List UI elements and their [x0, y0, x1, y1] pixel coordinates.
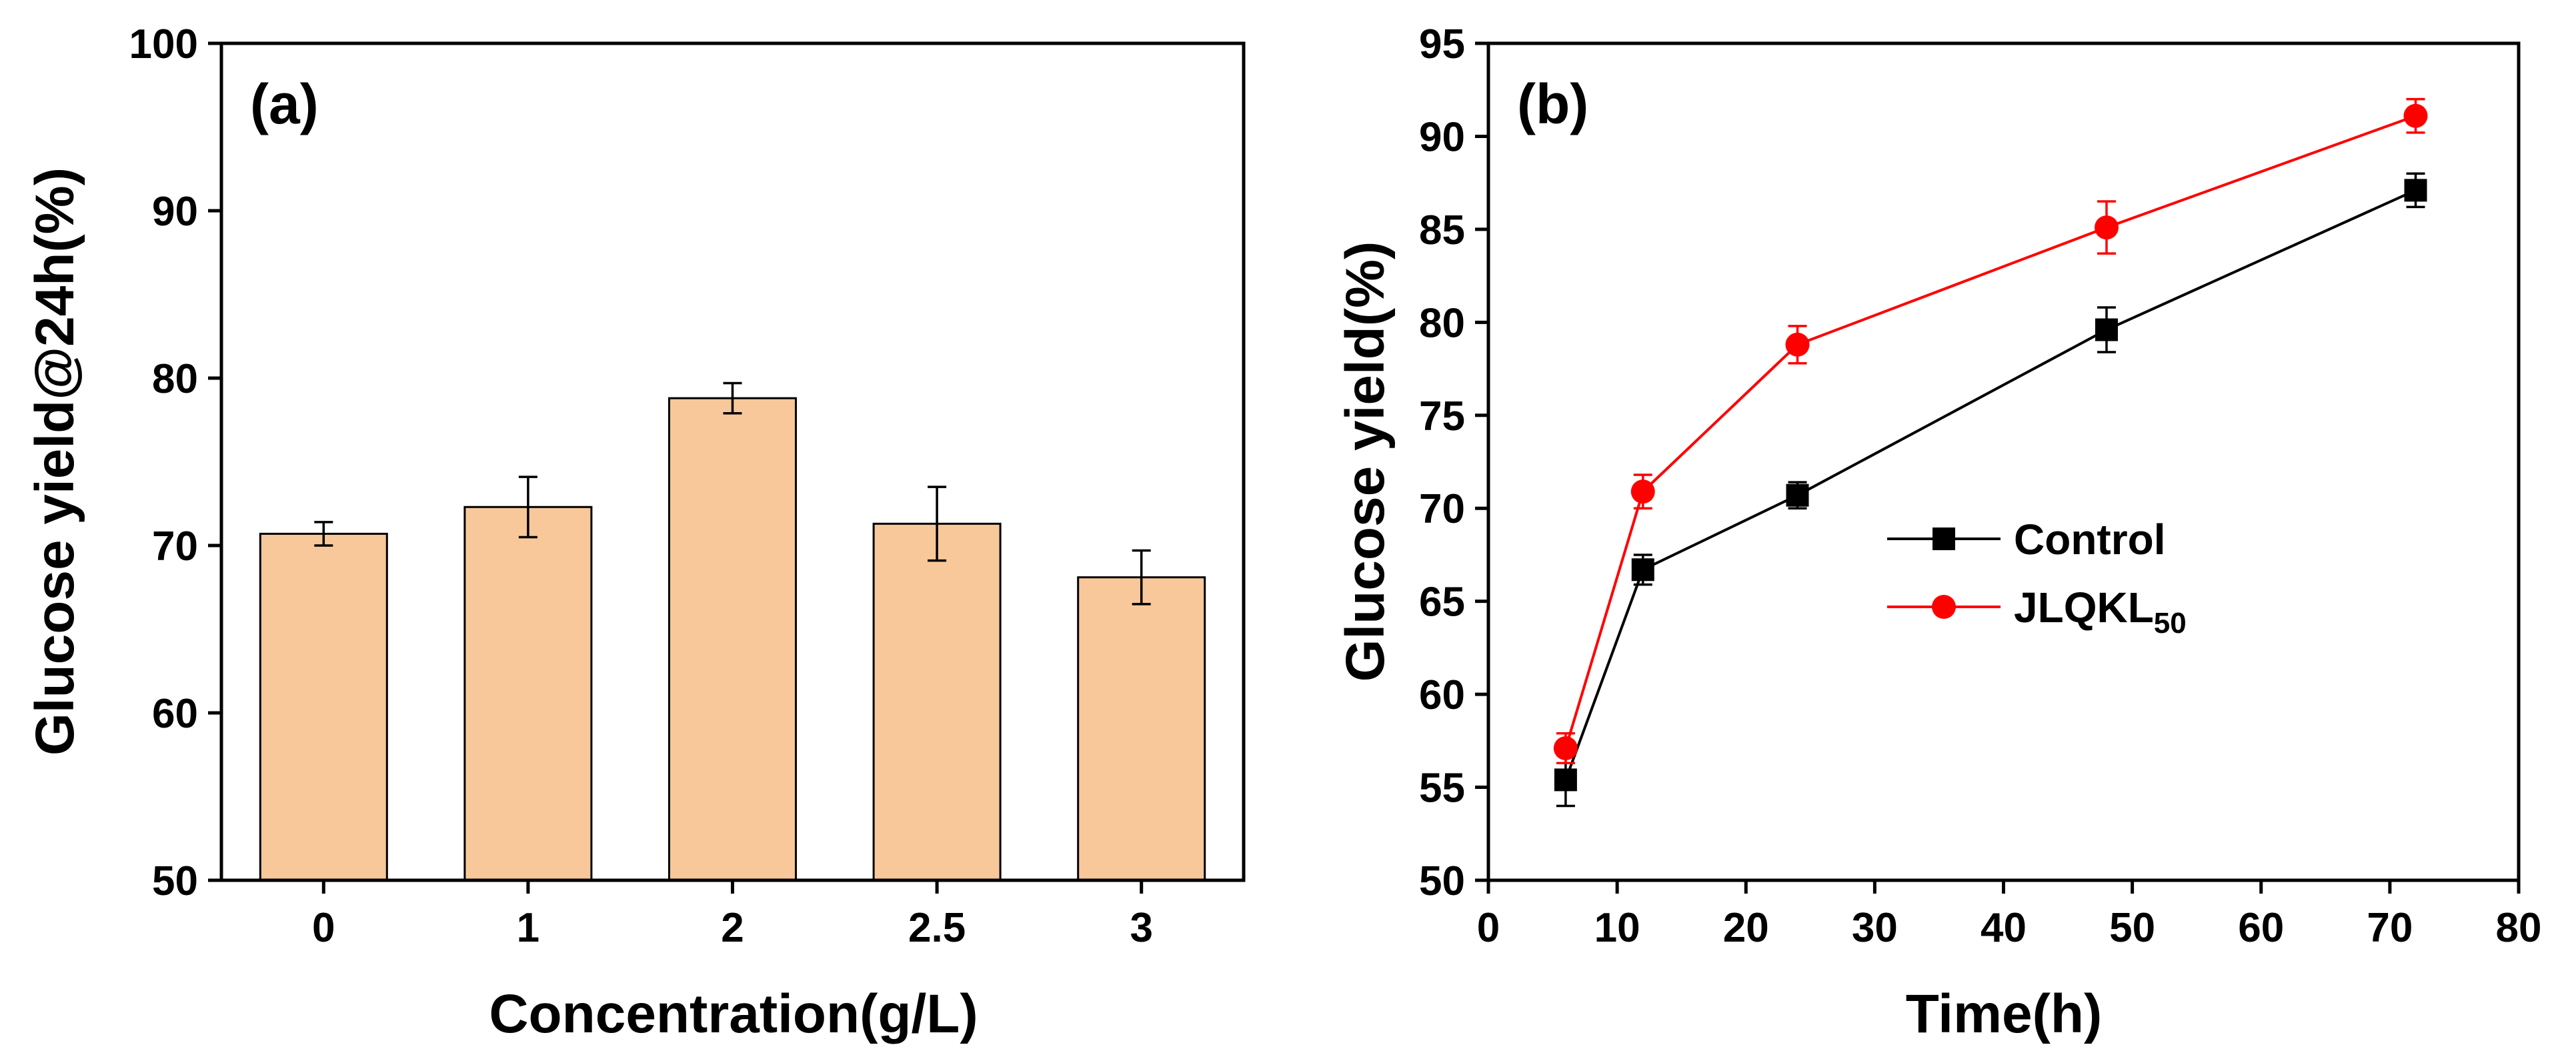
legend-jlqkl50-subscript: 50	[2154, 607, 2187, 640]
panel-a-y-ticks: 50 60 70 80 90 100	[129, 21, 221, 904]
legend-control-label: Control	[2014, 515, 2166, 564]
panel-b-y-tick-label: 65	[1419, 580, 1465, 626]
panel-a-y-tick-label: 50	[152, 858, 198, 904]
bar-2.5	[872, 522, 1002, 882]
data-point-control	[1631, 558, 1654, 582]
bar-2	[668, 397, 797, 882]
panel-b-y-tick-label: 75	[1419, 393, 1465, 439]
panel-b-x-tick-label: 0	[1477, 905, 1500, 951]
panel-b-y-tick-label: 80	[1419, 300, 1465, 346]
panel-b-y-tick-label: 95	[1419, 21, 1465, 67]
panel-b-legend: Control JLQKL50	[1887, 515, 2187, 640]
legend-control-marker	[1933, 527, 1955, 550]
panel-b-y-tick-label: 55	[1419, 766, 1465, 812]
legend-entry-control: Control	[1887, 515, 2166, 564]
panel-b-y-tick-label: 85	[1419, 207, 1465, 253]
panel-a-x-tick-label: 3	[1130, 905, 1152, 951]
panel-b-x-tick-label: 20	[1723, 905, 1769, 951]
data-point-jlqkl50	[1785, 332, 1810, 357]
panel-b-x-tick-label: 10	[1594, 905, 1640, 951]
legend-jlqkl50-label: JLQKL50	[2014, 584, 2187, 640]
series-control	[1554, 172, 2427, 808]
panel-a-y-tick-label: 60	[152, 691, 198, 737]
panel-b-y-tick-label: 50	[1419, 858, 1465, 904]
panel-b-x-tick-label: 80	[2496, 905, 2542, 951]
panel-b-plot-frame	[1486, 41, 2521, 882]
series-line-jlqkl50	[1564, 114, 2417, 749]
panel-a-x-tick-label: 0	[312, 905, 335, 951]
data-point-jlqkl50	[1553, 736, 1578, 760]
bar-1	[463, 505, 593, 882]
panel-a-bars	[259, 397, 1206, 882]
panel-a-y-tick-label: 70	[152, 523, 198, 570]
panel-a-x-tick-label: 1	[517, 905, 539, 951]
data-point-jlqkl50	[2403, 103, 2428, 128]
panel-b-x-axis-title: Time(h)	[1906, 984, 2103, 1044]
panel-b-x-tick-label: 50	[2109, 905, 2155, 951]
bar-3	[1077, 576, 1206, 882]
panel-b-y-tick-label: 70	[1419, 486, 1465, 532]
panel-b-y-tick-label: 90	[1419, 114, 1465, 160]
panel-b-y-ticks: 50 55 60 65 70 75 80 85 90 95	[1419, 21, 1488, 904]
panel-a-error-bars	[314, 381, 1151, 606]
panel-b-x-ticks: 0 10 20 30 40 50 60 70 80	[1477, 880, 2542, 951]
data-point-control	[1554, 768, 1577, 792]
data-point-control	[2404, 179, 2427, 202]
bar-0	[259, 532, 388, 882]
panel-a-label: (a)	[250, 73, 319, 135]
panel-a-x-axis-title: Concentration(g/L)	[489, 984, 978, 1044]
series-line-control	[1564, 189, 2417, 781]
panel-b-x-tick-label: 40	[1981, 905, 2027, 951]
panel-b-x-tick-label: 70	[2367, 905, 2413, 951]
data-point-control	[1786, 483, 1809, 507]
panel-a-y-tick-label: 100	[129, 21, 198, 67]
panel-a-x-tick-label: 2	[721, 905, 744, 951]
panel-b-y-tick-label: 60	[1419, 672, 1465, 718]
panel-a-y-tick-label: 90	[152, 189, 198, 235]
data-point-control	[2095, 318, 2118, 341]
series-jlqkl50	[1553, 97, 2428, 765]
panel-b-series	[1553, 97, 2428, 808]
panel-a-x-ticks: 0 1 2 2.5 3	[312, 880, 1153, 951]
legend-entry-jlqkl50: JLQKL50	[1887, 584, 2187, 640]
legend-jlqkl50-main: JLQKL	[2014, 584, 2154, 632]
panel-b-x-tick-label: 30	[1852, 905, 1898, 951]
panel-a-x-tick-label: 2.5	[908, 905, 966, 951]
panel-b-label: (b)	[1517, 73, 1588, 135]
legend-jlqkl50-marker	[1932, 595, 1956, 619]
panel-b-y-axis-title: Glucose yield(%)	[1335, 241, 1396, 682]
data-point-jlqkl50	[1630, 479, 1655, 504]
panel-a-bar-chart: 50 60 70 80 90 100 0 1 2 2.5 3 (a) Concentration(…	[25, 21, 1246, 1044]
panel-b-x-tick-label: 60	[2238, 905, 2284, 951]
panel-b-line-chart: 50 55 60 65 70 75 80 85 90 95 0 10 20 30 40 50 60 70 80 (…	[1335, 21, 2541, 1044]
data-point-jlqkl50	[2095, 215, 2119, 240]
panel-a-y-tick-label: 80	[152, 356, 198, 402]
panel-a-y-axis-title: Glucose yield@24h(%)	[25, 167, 85, 756]
panel-a-plot-frame	[219, 41, 1246, 882]
